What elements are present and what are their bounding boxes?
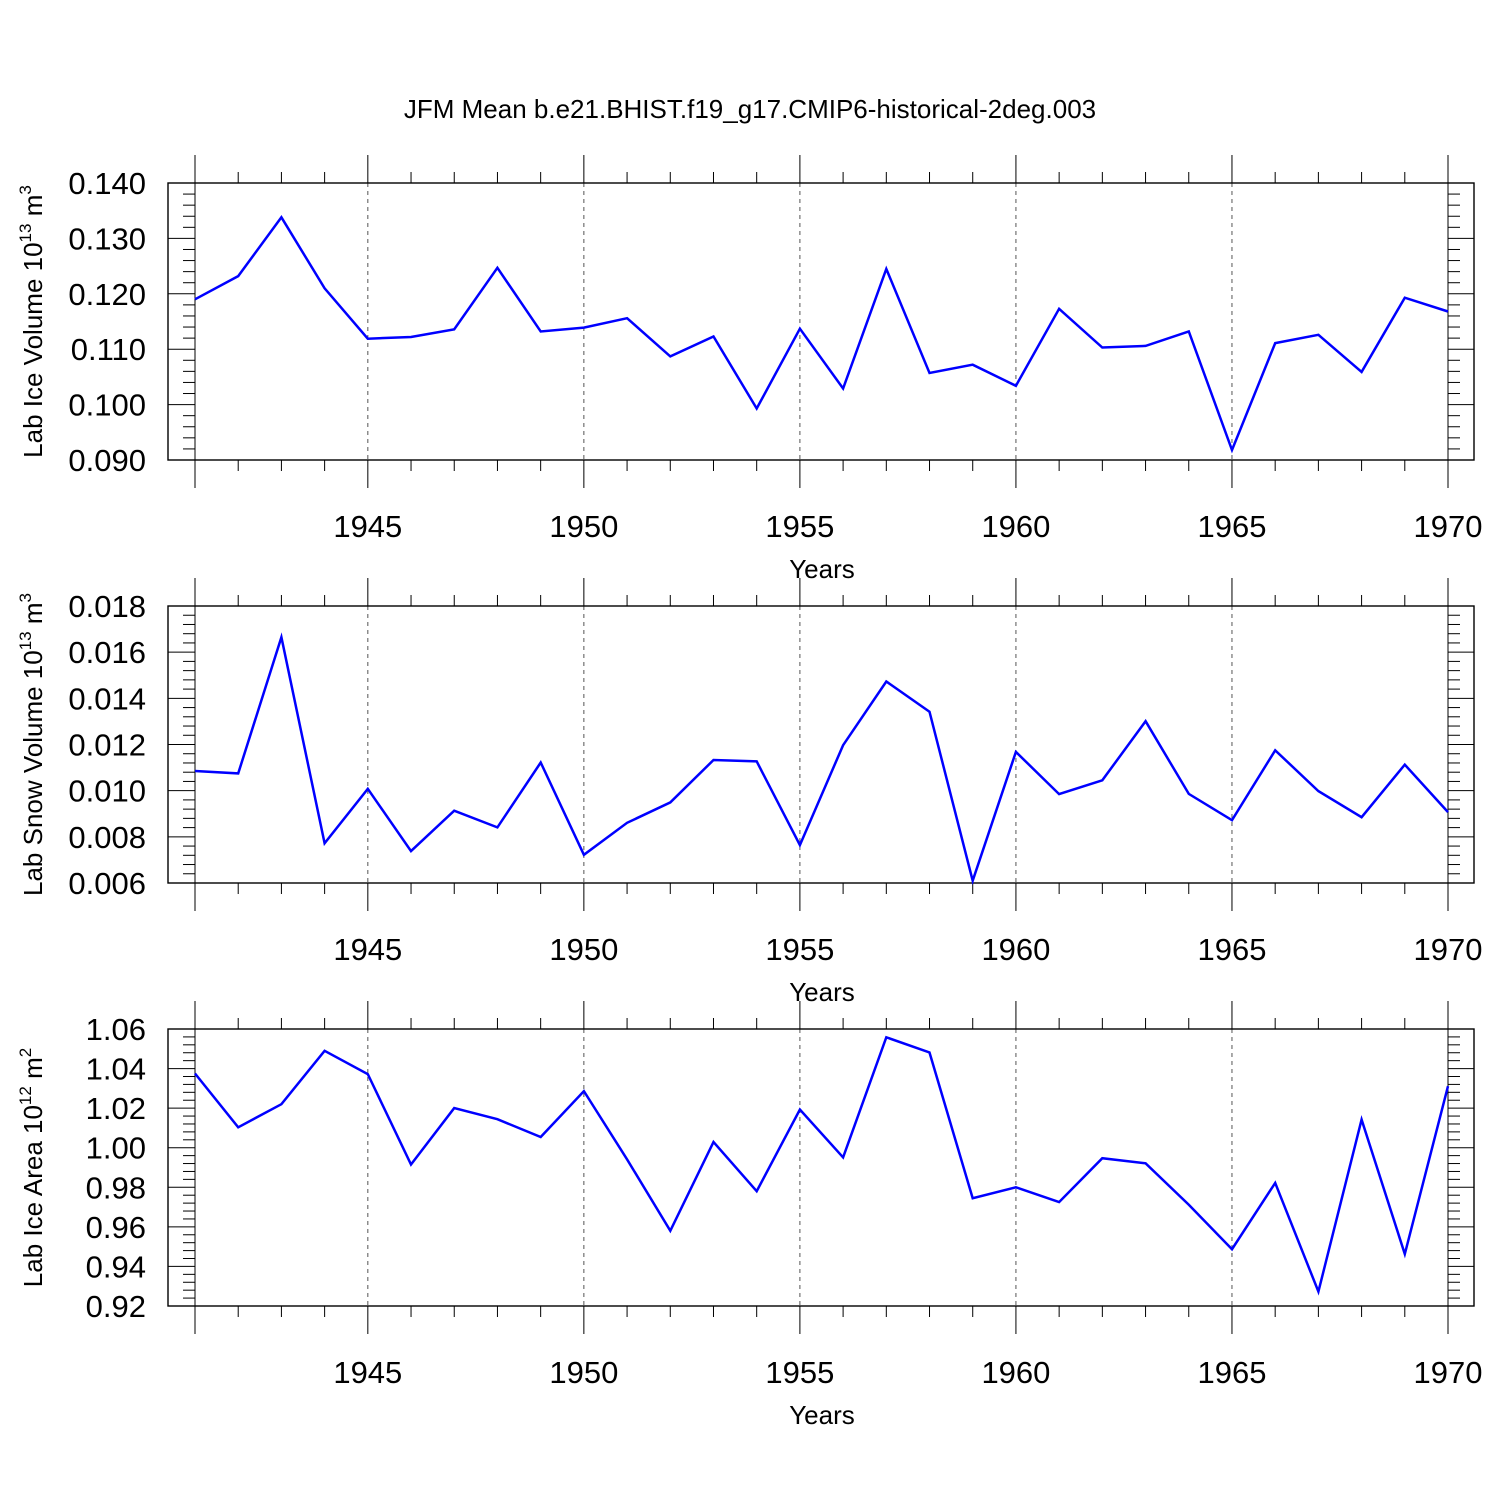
data-series-line (194, 215, 1449, 454)
x-tick-label: 1970 (1414, 1355, 1483, 1390)
y-axis-label-exp: 13 (16, 631, 35, 650)
x-tick-label: 1960 (981, 932, 1050, 967)
y-axis-label-prefix: Lab Ice Area 10 (18, 1105, 48, 1287)
y-axis-label-exp: 13 (16, 224, 35, 243)
y-tick-label: 0.94 (86, 1249, 146, 1284)
y-tick-label: 0.012 (68, 728, 146, 763)
plot-frame (167, 182, 1475, 461)
x-tick-label: 1960 (981, 509, 1050, 544)
y-axis-label-unit: m (18, 195, 48, 224)
y-tick-label: 0.006 (68, 866, 146, 901)
x-axis-label: Years (789, 554, 855, 584)
y-tick-label: 0.018 (68, 589, 146, 624)
x-tick-label: 1965 (1197, 509, 1266, 544)
y-tick-label: 0.92 (86, 1289, 146, 1324)
y-tick-label: 0.140 (68, 166, 146, 201)
x-tick-label: 1950 (549, 932, 618, 967)
y-tick-label: 0.120 (68, 277, 146, 312)
x-tick-label: 1955 (765, 932, 834, 967)
x-tick-label: 1970 (1414, 509, 1483, 544)
y-tick-label: 0.008 (68, 820, 146, 855)
y-axis-label-prefix: Lab Snow Volume 10 (18, 650, 48, 896)
data-series-line (194, 1035, 1450, 1296)
y-tick-label: 0.090 (68, 443, 146, 478)
x-tick-label: 1950 (549, 509, 618, 544)
y-tick-label: 0.014 (68, 681, 146, 716)
y-tick-label: 1.00 (86, 1131, 146, 1166)
x-tick-label: 1955 (765, 1355, 834, 1390)
x-tick-label: 1945 (333, 932, 402, 967)
x-tick-label: 1970 (1414, 932, 1483, 967)
y-axis-label-unit: m (18, 1057, 48, 1086)
chart-panel-3: 1945 1950 1955 1960 1965 1970 Years 0.92 0.94 0.9… (16, 1001, 1482, 1430)
x-tick-label: 1960 (981, 1355, 1050, 1390)
y-axis-label: Lab Snow Volume 1013 m3 (16, 593, 48, 896)
y-tick-label: 1.02 (86, 1091, 146, 1126)
x-tick-label: 1945 (333, 509, 402, 544)
figure-title: JFM Mean b.e21.BHIST.f19_g17.CMIP6-histo… (404, 94, 1096, 124)
y-tick-label: 0.100 (68, 388, 146, 423)
x-tick-label: 1950 (549, 1355, 618, 1390)
panels: 1945 1950 1955 1960 1965 1970 Years 0.090 0.100 0… (16, 155, 1482, 1430)
y-axis-label-unit: m (18, 602, 48, 631)
plot-frame (167, 1028, 1475, 1307)
y-axis-label: Lab Ice Volume 1013 m3 (16, 185, 48, 458)
y-tick-label: 1.06 (86, 1012, 146, 1047)
chart-panel-2: 1945 1950 1955 1960 1965 1970 Years 0.006 0.008 0… (16, 578, 1482, 1007)
y-axis-label-unit-exp: 2 (16, 1048, 35, 1057)
y-axis-label: Lab Ice Area 1012 m2 (16, 1048, 48, 1287)
x-axis-label: Years (789, 1400, 855, 1430)
y-tick-label: 0.110 (71, 332, 146, 367)
x-axis-label: Years (789, 977, 855, 1007)
y-axis-label-exp: 12 (16, 1086, 35, 1105)
y-axis-label-prefix: Lab Ice Volume 10 (18, 242, 48, 457)
y-tick-label: 0.96 (86, 1210, 146, 1245)
y-tick-label: 0.130 (68, 221, 146, 256)
plot-frame (167, 605, 1475, 884)
chart-panel-1: 1945 1950 1955 1960 1965 1970 Years 0.090 0.100 0… (16, 155, 1482, 584)
y-axis-label-unit-exp: 3 (16, 185, 35, 194)
x-tick-label: 1965 (1197, 932, 1266, 967)
x-tick-label: 1945 (333, 1355, 402, 1390)
y-axis-label-unit-exp: 3 (16, 593, 35, 602)
x-tick-label: 1955 (765, 509, 834, 544)
data-series-line (194, 632, 1449, 886)
y-tick-label: 0.016 (68, 635, 146, 670)
y-tick-label: 1.04 (86, 1052, 146, 1087)
y-tick-label: 0.010 (68, 774, 146, 809)
y-tick-label: 0.98 (86, 1170, 146, 1205)
x-tick-label: 1965 (1197, 1355, 1266, 1390)
